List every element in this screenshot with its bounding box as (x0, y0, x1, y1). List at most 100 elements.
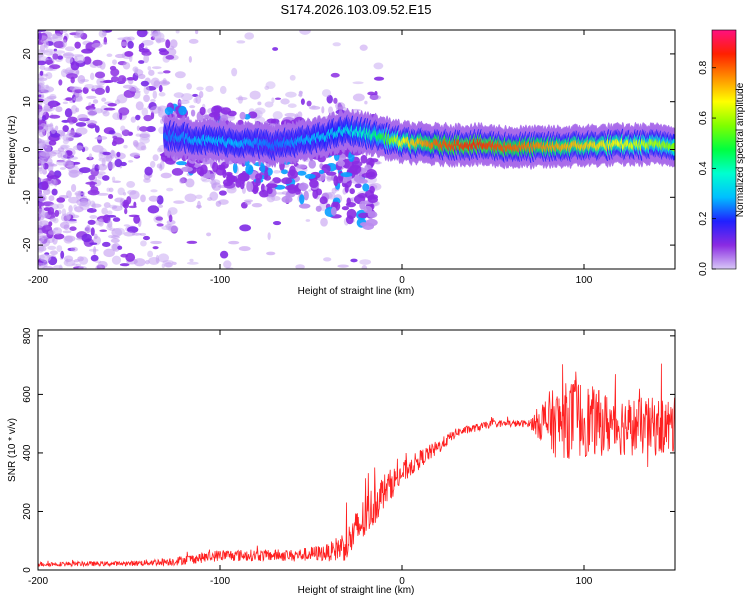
spectrogram-signal-blob (281, 177, 293, 185)
spectrogram-noise-blob (197, 200, 201, 209)
spectrogram-noise-blob (61, 130, 66, 137)
spectrogram-noise-blob (72, 145, 84, 151)
spectrogram-noise-blob (58, 264, 63, 269)
spectrogram-noise-blob (188, 38, 199, 44)
spectrogram-noise-blob (70, 61, 80, 71)
spectrogram-noise-blob (143, 114, 153, 122)
spectrogram-noise-blob (364, 100, 368, 105)
spectrogram-noise-blob (219, 85, 227, 95)
spectrogram-noise-blob (71, 263, 78, 266)
spectrogram-noise-blob (77, 114, 88, 121)
spectrogram-noise-blob (157, 253, 170, 263)
spectrogram-signal-blob (355, 175, 365, 184)
spectrogram-noise-blob (157, 71, 164, 75)
spectrogram-signal-blob (266, 183, 278, 189)
spectrogram-signal-blob (344, 184, 349, 193)
spectrogram-noise-blob (111, 205, 123, 212)
spectrogram-noise-blob (148, 69, 155, 76)
spectrogram-signal-blob (363, 205, 373, 214)
spectrogram-noise-blob (94, 87, 106, 95)
spectrogram-noise-blob (51, 127, 56, 134)
spectrogram-noise-blob (74, 54, 86, 64)
spectrogram-noise-blob (179, 177, 185, 184)
spectrogram-noise-blob (136, 125, 140, 132)
spectrogram-signal-blob (178, 106, 187, 116)
spectrogram-noise-blob (184, 193, 197, 203)
spectrogram-noise-blob (38, 221, 44, 229)
spectrogram-noise-blob (88, 153, 93, 160)
spectrogram-noise-blob (107, 234, 117, 239)
spectrogram-noise-blob (138, 48, 150, 53)
spectrogram-noise-blob (102, 42, 108, 45)
spectrogram-noise-blob (75, 122, 87, 127)
spectrogram-noise-blob (120, 41, 128, 47)
spectrogram-noise-blob (38, 94, 42, 98)
spectrogram-y-tick-label: 0 (22, 146, 33, 152)
spectrogram-noise-blob (135, 101, 144, 111)
spectrogram-noise-blob (93, 246, 97, 256)
spectrogram-signal-blob (220, 107, 232, 115)
spectrogram-noise-blob (38, 32, 42, 41)
spectrogram-noise-blob (266, 251, 276, 256)
spectrogram-noise-blob (280, 98, 290, 105)
spectrogram-noise-blob (305, 219, 311, 222)
colorbar-label: Normalized spectral amplitude (735, 82, 746, 217)
spectrogram-noise-blob (195, 94, 202, 104)
spectrogram-noise-blob (327, 191, 336, 200)
spectrogram-noise-blob (74, 88, 83, 94)
spectrogram-signal-blob (299, 194, 305, 205)
spectrogram-noise-blob (71, 183, 77, 192)
spectrogram-noise-blob (66, 164, 79, 168)
spectrogram-signal-blob (362, 222, 375, 231)
spectrogram-noise-blob (89, 242, 98, 246)
spectrogram-noise-blob (126, 196, 132, 205)
spectrogram-signal-blob (346, 197, 351, 206)
spectrogram-noise-blob (133, 215, 141, 224)
spectrogram-noise-blob (54, 125, 59, 131)
spectrogram-noise-blob (101, 207, 108, 215)
spectrogram-noise-blob (92, 99, 99, 104)
spectrogram-noise-blob (62, 125, 69, 133)
spectrogram-y-tick-label: -10 (22, 190, 33, 205)
spectrogram-noise-blob (300, 98, 305, 105)
spectrogram-noise-blob (103, 107, 116, 111)
spectrogram-noise-blob (173, 200, 185, 204)
spectrogram-noise-blob (127, 160, 134, 163)
colorbar-tick-label: 0.8 (698, 60, 709, 74)
spectrogram-noise-blob (135, 114, 141, 121)
spectrogram-noise-blob (171, 167, 184, 176)
spectrogram-signal-blob (308, 159, 316, 169)
spectrogram-noise-blob (150, 189, 158, 193)
spectrogram-noise-blob (158, 92, 166, 97)
spectrogram-noise-blob (41, 180, 49, 191)
spectrogram-signal-blob (341, 206, 350, 211)
spectrogram-signal-blob (318, 169, 325, 174)
spectrogram-noise-blob (39, 70, 44, 76)
spectrogram-signal-blob (297, 170, 307, 176)
spectrogram-noise-blob (185, 178, 195, 188)
spectrogram-noise-blob (59, 167, 66, 170)
spectrogram-noise-blob (251, 202, 263, 208)
spectrogram-noise-blob (131, 232, 142, 236)
spectrogram-noise-blob (47, 206, 55, 215)
snr-marks (38, 363, 675, 568)
spectrogram-noise-blob (211, 182, 222, 191)
spectrogram-noise-blob (147, 66, 152, 71)
spectrogram-noise-blob (326, 94, 333, 104)
spectrogram-noise-blob (89, 215, 98, 219)
spectrogram-noise-blob (38, 202, 45, 207)
spectrogram-noise-blob (289, 74, 296, 81)
spectrogram-noise-blob (127, 226, 139, 234)
spectrogram-noise-blob (218, 190, 227, 196)
snr-panel: -200 -100 0 100 0 200 400 600 800 Height of str… (7, 327, 676, 596)
spectrogram-noise-blob (369, 94, 382, 100)
spectrogram-noise-blob (128, 205, 137, 209)
spectrogram-noise-blob (81, 48, 93, 54)
spectrogram-noise-blob (38, 60, 47, 66)
snr-y-tick-label: 600 (22, 386, 33, 403)
spectrogram-noise-blob (53, 40, 65, 49)
spectrogram-noise-blob (141, 107, 149, 117)
spectrogram-signal-blob (341, 177, 348, 184)
spectrogram-noise-blob (119, 263, 130, 267)
spectrogram-noise-blob (38, 137, 42, 144)
